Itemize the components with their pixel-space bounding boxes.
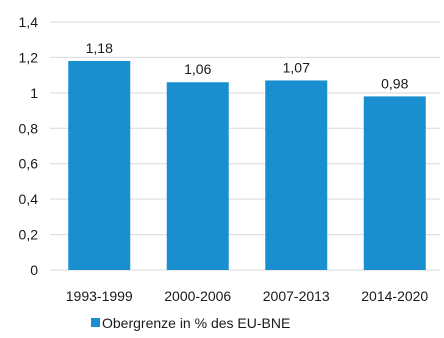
- bar: [363, 96, 426, 271]
- legend-swatch: [91, 318, 100, 327]
- y-axis-tick-labels: 0 0,2 0,4 0,6 0,8 1 1,2 1,4: [19, 14, 39, 278]
- y-tick-label: 0,6: [19, 156, 39, 172]
- bar: [68, 60, 131, 270]
- y-tick-label: 0: [30, 262, 38, 278]
- data-label: 1,18: [86, 40, 113, 56]
- data-label: 0,98: [381, 75, 408, 91]
- y-tick-label: 1,2: [19, 49, 39, 65]
- x-tick-label: 2000-2006: [164, 288, 231, 304]
- data-label: 1,06: [184, 61, 211, 77]
- x-tick-label: 1993-1999: [66, 288, 133, 304]
- x-tick-label: 2007-2013: [263, 288, 330, 304]
- bar: [166, 82, 229, 270]
- y-tick-label: 0,2: [19, 227, 39, 243]
- legend: Obergrenze in % des EU-BNE: [91, 315, 290, 331]
- x-axis-tick-labels: 1993-1999 2000-2006 2007-2013 2014-2020: [66, 288, 429, 304]
- x-tick-label: 2014-2020: [361, 288, 428, 304]
- legend-label: Obergrenze in % des EU-BNE: [102, 315, 290, 331]
- bar: [265, 80, 328, 270]
- y-tick-label: 1: [30, 85, 38, 101]
- y-tick-label: 0,8: [19, 120, 39, 136]
- data-labels: 1,18 1,06 1,07 0,98: [86, 40, 409, 91]
- y-tick-label: 1,4: [19, 14, 39, 30]
- bars: [68, 60, 426, 271]
- y-tick-label: 0,4: [19, 191, 39, 207]
- data-label: 1,07: [283, 59, 310, 75]
